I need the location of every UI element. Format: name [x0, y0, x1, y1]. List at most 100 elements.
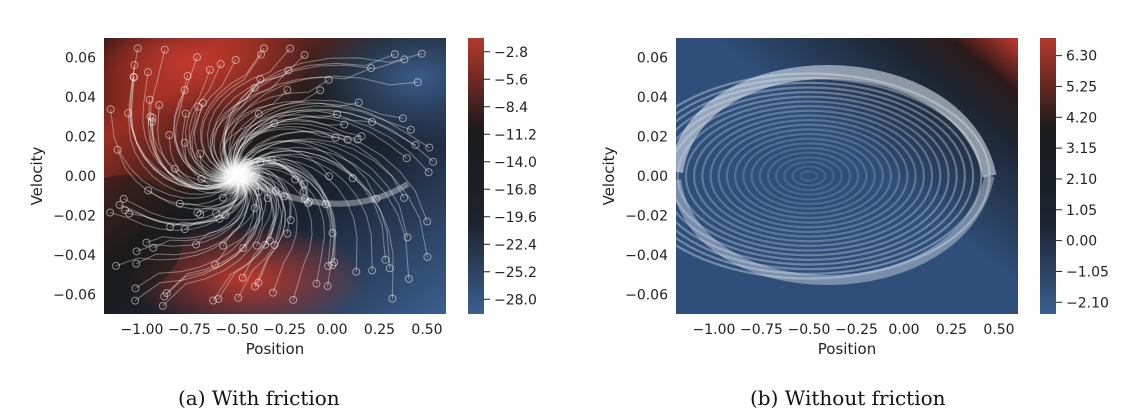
y-tick-label: 0.02 [65, 130, 96, 146]
trajectory-start-marker [330, 258, 339, 267]
trajectory-start-marker [231, 55, 240, 64]
trajectory-start-marker [368, 266, 377, 275]
trajectory-start-marker [144, 68, 153, 77]
trajectory-start-marker [115, 200, 124, 209]
colorbar-tick-label: −2.8 [494, 45, 528, 61]
trajectory-start-marker [180, 225, 189, 234]
trajectory-start-marker [124, 109, 133, 118]
trajectory-start-marker [417, 49, 426, 58]
colorbar-tick-label: 2.10 [1066, 172, 1097, 188]
orbit-line [676, 91, 958, 261]
x-tick-label: −1.00 [693, 322, 736, 338]
trajectory-start-marker [289, 295, 298, 304]
x-tick-label: −0.50 [216, 322, 259, 338]
y-axis-label: Velocity [600, 146, 618, 205]
trajectory-start-marker [250, 83, 259, 92]
trajectory-start-marker [133, 44, 142, 53]
trajectory-start-marker [254, 109, 263, 118]
trajectory-start-marker [215, 214, 224, 223]
trajectory-start-marker [343, 135, 352, 144]
colorbar-tick-label: −14.0 [494, 155, 537, 171]
trajectory-start-marker [180, 138, 189, 147]
x-axis: −1.00 −0.75 −0.50 −0.25 0.00 0.25 0.50 Position [121, 322, 443, 358]
x-tick-label: 0.00 [316, 322, 347, 338]
trajectory-start-marker [209, 296, 218, 305]
trajectory-start-marker [158, 301, 167, 310]
trajectory-start-marker [216, 60, 225, 69]
y-tick-label: −0.04 [53, 248, 96, 264]
trajectory-start-marker [300, 51, 309, 60]
orbit-layer [676, 72, 991, 280]
trajectory-start-marker [270, 119, 279, 128]
colorbar-tick-label: −5.6 [494, 72, 528, 88]
trajectory-line [224, 58, 405, 177]
colorbar-tick-label: −11.2 [494, 127, 537, 143]
y-axis: 0.06 0.04 0.02 0.00 −0.02 −0.04 −0.06 Velocity [600, 51, 668, 304]
trajectory-start-marker [259, 44, 268, 53]
x-tick-label: 0.50 [983, 322, 1014, 338]
trajectory-start-marker [106, 105, 115, 114]
chart-panel-with-friction: −1.00 −0.75 −0.50 −0.25 0.00 0.25 0.50 Position… [0, 0, 562, 410]
colorbar-gradient [1040, 38, 1056, 314]
trajectory-start-marker [121, 206, 130, 215]
colorbar-tick-label: −1.05 [1066, 264, 1109, 280]
colorbar: −2.8 −5.6 −8.4 −11.2 −14.0 −16.8 −19.6 −22.4 −25… [468, 38, 537, 314]
trajectory-start-marker [160, 45, 169, 54]
trajectory-start-marker [381, 255, 390, 264]
y-tick-label: 0.00 [65, 169, 96, 185]
x-tick-label: −1.00 [121, 322, 164, 338]
orbit-line [676, 95, 950, 257]
trajectory-start-marker [175, 199, 184, 208]
orbit-line [799, 170, 819, 182]
trajectory-start-marker [165, 130, 174, 139]
caption-with-friction: (a) With friction [178, 386, 340, 410]
trajectory-start-marker [400, 55, 409, 64]
trajectory-start-marker [424, 168, 433, 177]
trajectory-start-marker [144, 186, 153, 195]
trajectory-start-marker [388, 294, 397, 303]
trajectory-start-marker [142, 238, 151, 247]
trajectory-start-marker [194, 102, 203, 111]
x-tick-label: 0.25 [936, 322, 967, 338]
trajectory-line [223, 53, 423, 177]
orbit-line [750, 142, 868, 210]
trajectory-start-marker [325, 172, 334, 181]
trajectory-start-marker [367, 64, 376, 73]
trajectory-line [236, 150, 386, 261]
trajectory-start-marker [132, 259, 141, 268]
y-tick-label: −0.06 [625, 287, 668, 303]
trajectory-start-marker [132, 247, 141, 256]
y-tick-label: 0.06 [65, 51, 96, 67]
colorbar-tick-label: 0.00 [1066, 234, 1097, 250]
y-tick-label: −0.02 [625, 208, 668, 224]
trajectory-start-marker [398, 114, 407, 123]
colorbar-tick-label: 6.30 [1066, 49, 1097, 65]
trajectory-start-marker [312, 279, 321, 288]
trajectory-line [236, 146, 410, 280]
trajectory-start-marker [129, 72, 138, 81]
orbit-line [676, 77, 983, 275]
trajectory-start-marker [131, 284, 140, 293]
x-tick-label: 0.50 [411, 322, 442, 338]
trajectory-start-marker [131, 296, 140, 305]
trajectory-line [236, 153, 394, 300]
value-high-region [104, 38, 310, 117]
trajectory-start-marker [250, 203, 259, 212]
y-tick-label: −0.06 [53, 287, 96, 303]
trajectory-start-marker [280, 192, 289, 201]
y-axis: 0.06 0.04 0.02 0.00 −0.02 −0.04 −0.06 Velocity [28, 51, 96, 304]
orbit-line [791, 165, 827, 187]
trajectory-line [134, 175, 258, 302]
trajectory-start-marker [425, 143, 434, 152]
x-tick-label: 0.00 [888, 322, 919, 338]
chart-svg-with-friction: −1.00 −0.75 −0.50 −0.25 0.00 0.25 0.50 Position… [28, 38, 537, 358]
trajectory-start-marker [205, 65, 214, 74]
trajectory-start-marker [354, 98, 363, 107]
trajectory-start-marker [404, 274, 413, 283]
trajectory-start-marker [324, 75, 333, 84]
trajectory-start-marker [406, 125, 415, 134]
trajectory-line [236, 150, 391, 269]
trajectory-line [236, 130, 428, 223]
trajectory-line [234, 102, 412, 177]
trajectory-start-marker [413, 78, 422, 87]
